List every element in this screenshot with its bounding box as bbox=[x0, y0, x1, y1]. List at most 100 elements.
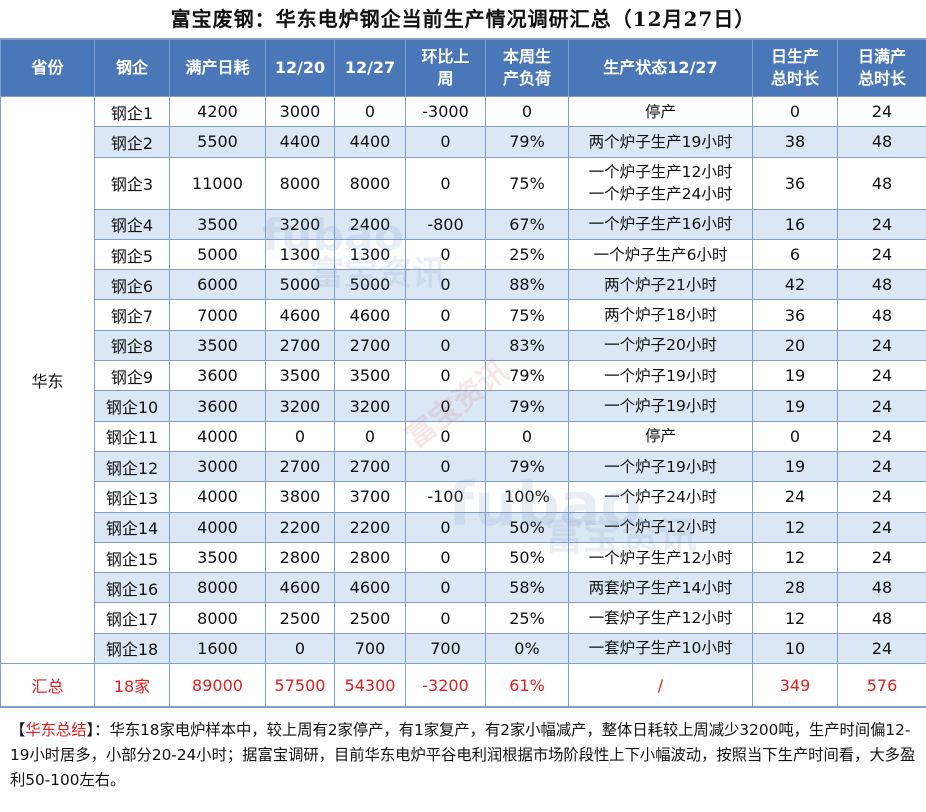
header-company: 钢企 bbox=[94, 39, 170, 97]
table-row: 钢企5 5000 1300 1300 0 25% 一个炉子生产6小时 6 24 bbox=[1, 238, 926, 271]
cell-company: 钢企7 bbox=[94, 299, 170, 331]
cell-load: 50% bbox=[485, 511, 569, 543]
cell-full-hours: 24 bbox=[837, 541, 926, 574]
cell-load: 67% bbox=[485, 208, 569, 240]
cell-status: 一个炉子生产12小时 bbox=[568, 541, 753, 574]
cell-1227: 2400 bbox=[334, 208, 406, 240]
cell-1227: 4600 bbox=[334, 299, 406, 331]
total-wow: -3200 bbox=[405, 663, 486, 708]
summary-close-bracket: 】 bbox=[86, 721, 95, 740]
cell-wow: -3000 bbox=[405, 95, 486, 128]
status-line: 一个炉子12小时 bbox=[604, 518, 717, 537]
cell-full-capacity: 4200 bbox=[169, 95, 266, 128]
status-line: 停产 bbox=[644, 102, 676, 121]
cell-wow: 0 bbox=[405, 126, 486, 158]
summary-note: 【华东总结】：华东18家电炉样本中，较上周有2家停产，有1家复产，有2家小幅减产… bbox=[0, 707, 926, 793]
status-line: 一个炉子19小时 bbox=[604, 366, 717, 385]
cell-wow: 700 bbox=[405, 632, 486, 665]
cell-full-hours: 24 bbox=[837, 360, 926, 392]
cell-full-capacity: 4000 bbox=[169, 420, 266, 452]
cell-full-hours: 48 bbox=[837, 126, 926, 158]
cell-wow: 0 bbox=[405, 511, 486, 543]
cell-company: 钢企6 bbox=[94, 269, 170, 301]
cell-1227: 0 bbox=[334, 95, 406, 128]
cell-company: 钢企10 bbox=[94, 390, 170, 422]
cell-status: 一个炉子24小时 bbox=[568, 481, 753, 513]
cell-1227: 2700 bbox=[334, 450, 406, 483]
cell-status: 两个炉子18小时 bbox=[568, 299, 753, 331]
cell-status: 一个炉子19小时 bbox=[568, 390, 753, 422]
table-row: 钢企10 3600 3200 3200 0 79% 一个炉子19小时 19 24 bbox=[1, 390, 926, 422]
cell-wow: 0 bbox=[405, 360, 486, 392]
cell-1220: 2500 bbox=[265, 602, 335, 634]
cell-hours: 42 bbox=[752, 269, 838, 301]
header-status: 生产状态12/27 bbox=[568, 39, 753, 97]
cell-full-hours: 24 bbox=[837, 329, 926, 362]
cell-1227: 4600 bbox=[334, 572, 406, 604]
cell-1220: 2700 bbox=[265, 329, 335, 362]
header-1227: 12/27 bbox=[334, 39, 406, 97]
cell-full-capacity: 3600 bbox=[169, 390, 266, 422]
total-label: 汇总 bbox=[0, 663, 95, 708]
cell-load: 0 bbox=[485, 95, 569, 128]
cell-hours: 12 bbox=[752, 602, 838, 634]
production-table: 省份 钢企 满产日耗 12/20 12/27 环比上周本周生 产负荷 生产状态12/27 日生产… bbox=[0, 39, 926, 708]
status-line: 一个炉子19小时 bbox=[604, 457, 717, 476]
table-row: 钢企6 6000 5000 5000 0 88% 两个炉子21小时 42 48 bbox=[1, 269, 926, 301]
cell-company: 钢企17 bbox=[94, 602, 170, 634]
cell-1227: 2200 bbox=[334, 511, 406, 543]
status-line: 一个炉子24小时 bbox=[604, 487, 717, 506]
cell-1227: 700 bbox=[334, 632, 406, 665]
cell-full-hours: 24 bbox=[837, 420, 926, 452]
cell-status: 一套炉子生产12小时 bbox=[568, 602, 753, 634]
cell-wow: 0 bbox=[405, 329, 486, 362]
cell-1227: 3500 bbox=[334, 360, 406, 392]
cell-1227: 4400 bbox=[334, 126, 406, 158]
cell-full-capacity: 4000 bbox=[169, 481, 266, 513]
header-text: 产负荷 bbox=[502, 69, 551, 88]
cell-status: 一个炉子生产12小时 一个炉子生产24小时 bbox=[568, 156, 753, 210]
table-row: 钢企7 7000 4600 4600 0 75% 两个炉子18小时 36 48 bbox=[1, 299, 926, 331]
cell-wow: 0 bbox=[405, 541, 486, 574]
cell-1220: 3200 bbox=[265, 208, 335, 240]
cell-company: 钢企12 bbox=[94, 450, 170, 483]
cell-status: 一个炉子12小时 bbox=[568, 511, 753, 543]
header-text: 日生产 bbox=[770, 47, 819, 66]
cell-full-hours: 48 bbox=[837, 269, 926, 301]
header-text: 12/27 bbox=[344, 58, 396, 77]
status-line: 停产 bbox=[644, 427, 676, 446]
cell-1220: 5000 bbox=[265, 269, 335, 301]
cell-full-capacity: 3500 bbox=[169, 208, 266, 240]
cell-1227: 3700 bbox=[334, 481, 406, 513]
cell-company: 钢企15 bbox=[94, 541, 170, 574]
cell-1220: 3500 bbox=[265, 360, 335, 392]
table-row: 钢企12 3000 2700 2700 0 79% 一个炉子19小时 19 24 bbox=[1, 450, 926, 483]
cell-load: 25% bbox=[485, 238, 569, 271]
cell-hours: 24 bbox=[752, 481, 838, 513]
cell-full-capacity: 5500 bbox=[169, 126, 266, 158]
cell-full-capacity: 8000 bbox=[169, 572, 266, 604]
table-row: 钢企2 5500 4400 4400 0 79% 两个炉子生产19小时 38 48 bbox=[1, 126, 926, 158]
table-row: 钢企13 4000 3800 3700 -100 100% 一个炉子24小时 24 24 bbox=[1, 481, 926, 513]
cell-1227: 2500 bbox=[334, 602, 406, 634]
cell-full-capacity: 3000 bbox=[169, 450, 266, 483]
cell-company: 钢企1 bbox=[94, 95, 170, 128]
cell-load: 50% bbox=[485, 541, 569, 574]
cell-1220: 3800 bbox=[265, 481, 335, 513]
cell-company: 钢企2 bbox=[94, 126, 170, 158]
cell-company: 钢企14 bbox=[94, 511, 170, 543]
cell-hours: 0 bbox=[752, 420, 838, 452]
header-full-capacity: 满产日耗 bbox=[169, 39, 266, 97]
cell-hours: 38 bbox=[752, 126, 838, 158]
cell-load: 75% bbox=[485, 299, 569, 331]
cell-1220: 0 bbox=[265, 632, 335, 665]
cell-full-hours: 24 bbox=[837, 238, 926, 271]
cell-hours: 10 bbox=[752, 632, 838, 665]
cell-full-capacity: 8000 bbox=[169, 602, 266, 634]
cell-full-capacity: 1600 bbox=[169, 632, 266, 665]
cell-load: 79% bbox=[485, 360, 569, 392]
cell-hours: 36 bbox=[752, 156, 838, 210]
status-line: 一套炉子生产10小时 bbox=[588, 639, 733, 658]
cell-full-hours: 24 bbox=[837, 450, 926, 483]
table-row: 钢企14 4000 2200 2200 0 50% 一个炉子12小时 12 24 bbox=[1, 511, 926, 543]
